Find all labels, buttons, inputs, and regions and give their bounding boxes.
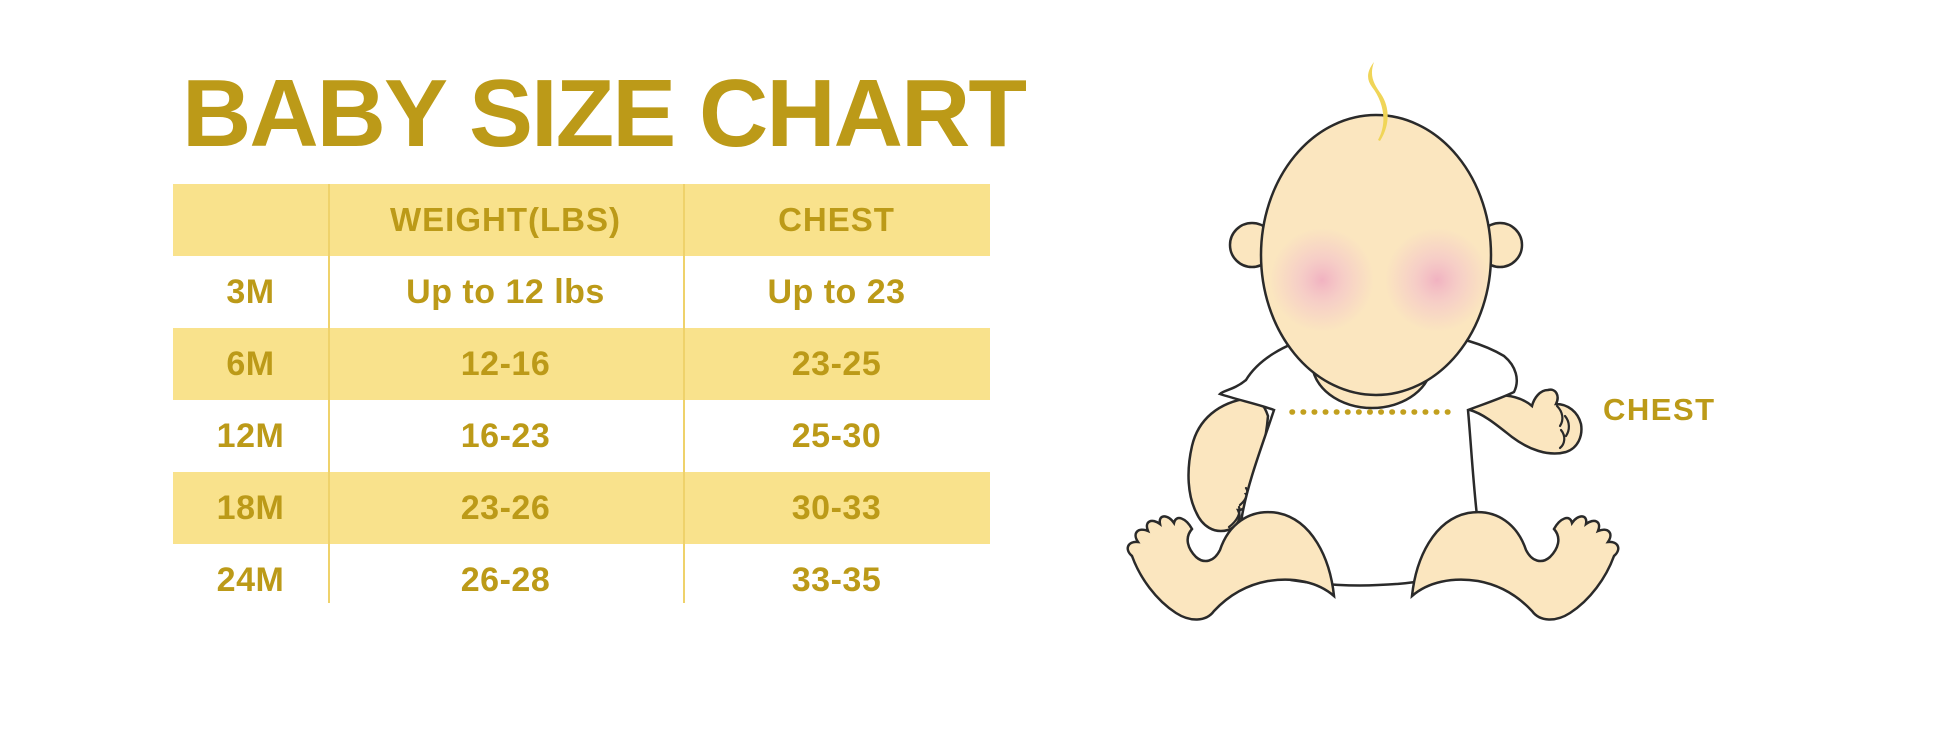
table-row: 24M 26-28 33-35: [173, 544, 990, 616]
size-table: WEIGHT(LBS) CHEST 3M Up to 12 lbs Up to …: [173, 184, 990, 621]
cell-weight: Up to 12 lbs: [406, 272, 605, 311]
cell-weight: 23-26: [460, 488, 551, 527]
chest-label: CHEST: [1603, 392, 1716, 427]
cell-size: 3M: [226, 272, 275, 311]
cell-weight: 12-16: [460, 344, 551, 383]
table-row: 12M 16-23 25-30: [173, 400, 990, 472]
table-row: 6M 12-16 23-25: [173, 328, 990, 400]
column-divider: [683, 184, 685, 603]
cell-size: 24M: [216, 560, 285, 599]
baby-hair-curl: [1368, 62, 1388, 141]
cell-chest: Up to 23: [767, 272, 906, 311]
cell-chest: 30-33: [791, 488, 882, 527]
baby-cheek-right: [1385, 228, 1489, 332]
baby-leg-right: [1410, 510, 1620, 621]
column-divider: [328, 184, 330, 603]
cell-size: 6M: [226, 344, 275, 383]
baby-arm-right-fist: [1468, 388, 1583, 455]
baby-illustration: [1126, 62, 1620, 621]
cell-size: 18M: [216, 488, 285, 527]
cell-chest: 23-25: [791, 344, 882, 383]
cell-chest: 25-30: [791, 416, 882, 455]
baby-fist-knuckle-lines: [1555, 404, 1570, 450]
table-row: 18M 23-26 30-33: [173, 472, 990, 544]
baby-cheek-left: [1270, 228, 1374, 332]
cell-weight: 26-28: [460, 560, 551, 599]
table-row: 3M Up to 12 lbs Up to 23: [173, 256, 990, 328]
page-title: BABY SIZE CHART: [182, 60, 1027, 167]
header-cell-chest: CHEST: [778, 201, 895, 238]
cell-size: 12M: [216, 416, 285, 455]
table-header-row: WEIGHT(LBS) CHEST: [173, 184, 990, 256]
header-cell-weight: WEIGHT(LBS): [390, 201, 621, 238]
cell-chest: 33-35: [791, 560, 882, 599]
baby-leg-left: [1126, 510, 1336, 621]
cell-weight: 16-23: [460, 416, 551, 455]
